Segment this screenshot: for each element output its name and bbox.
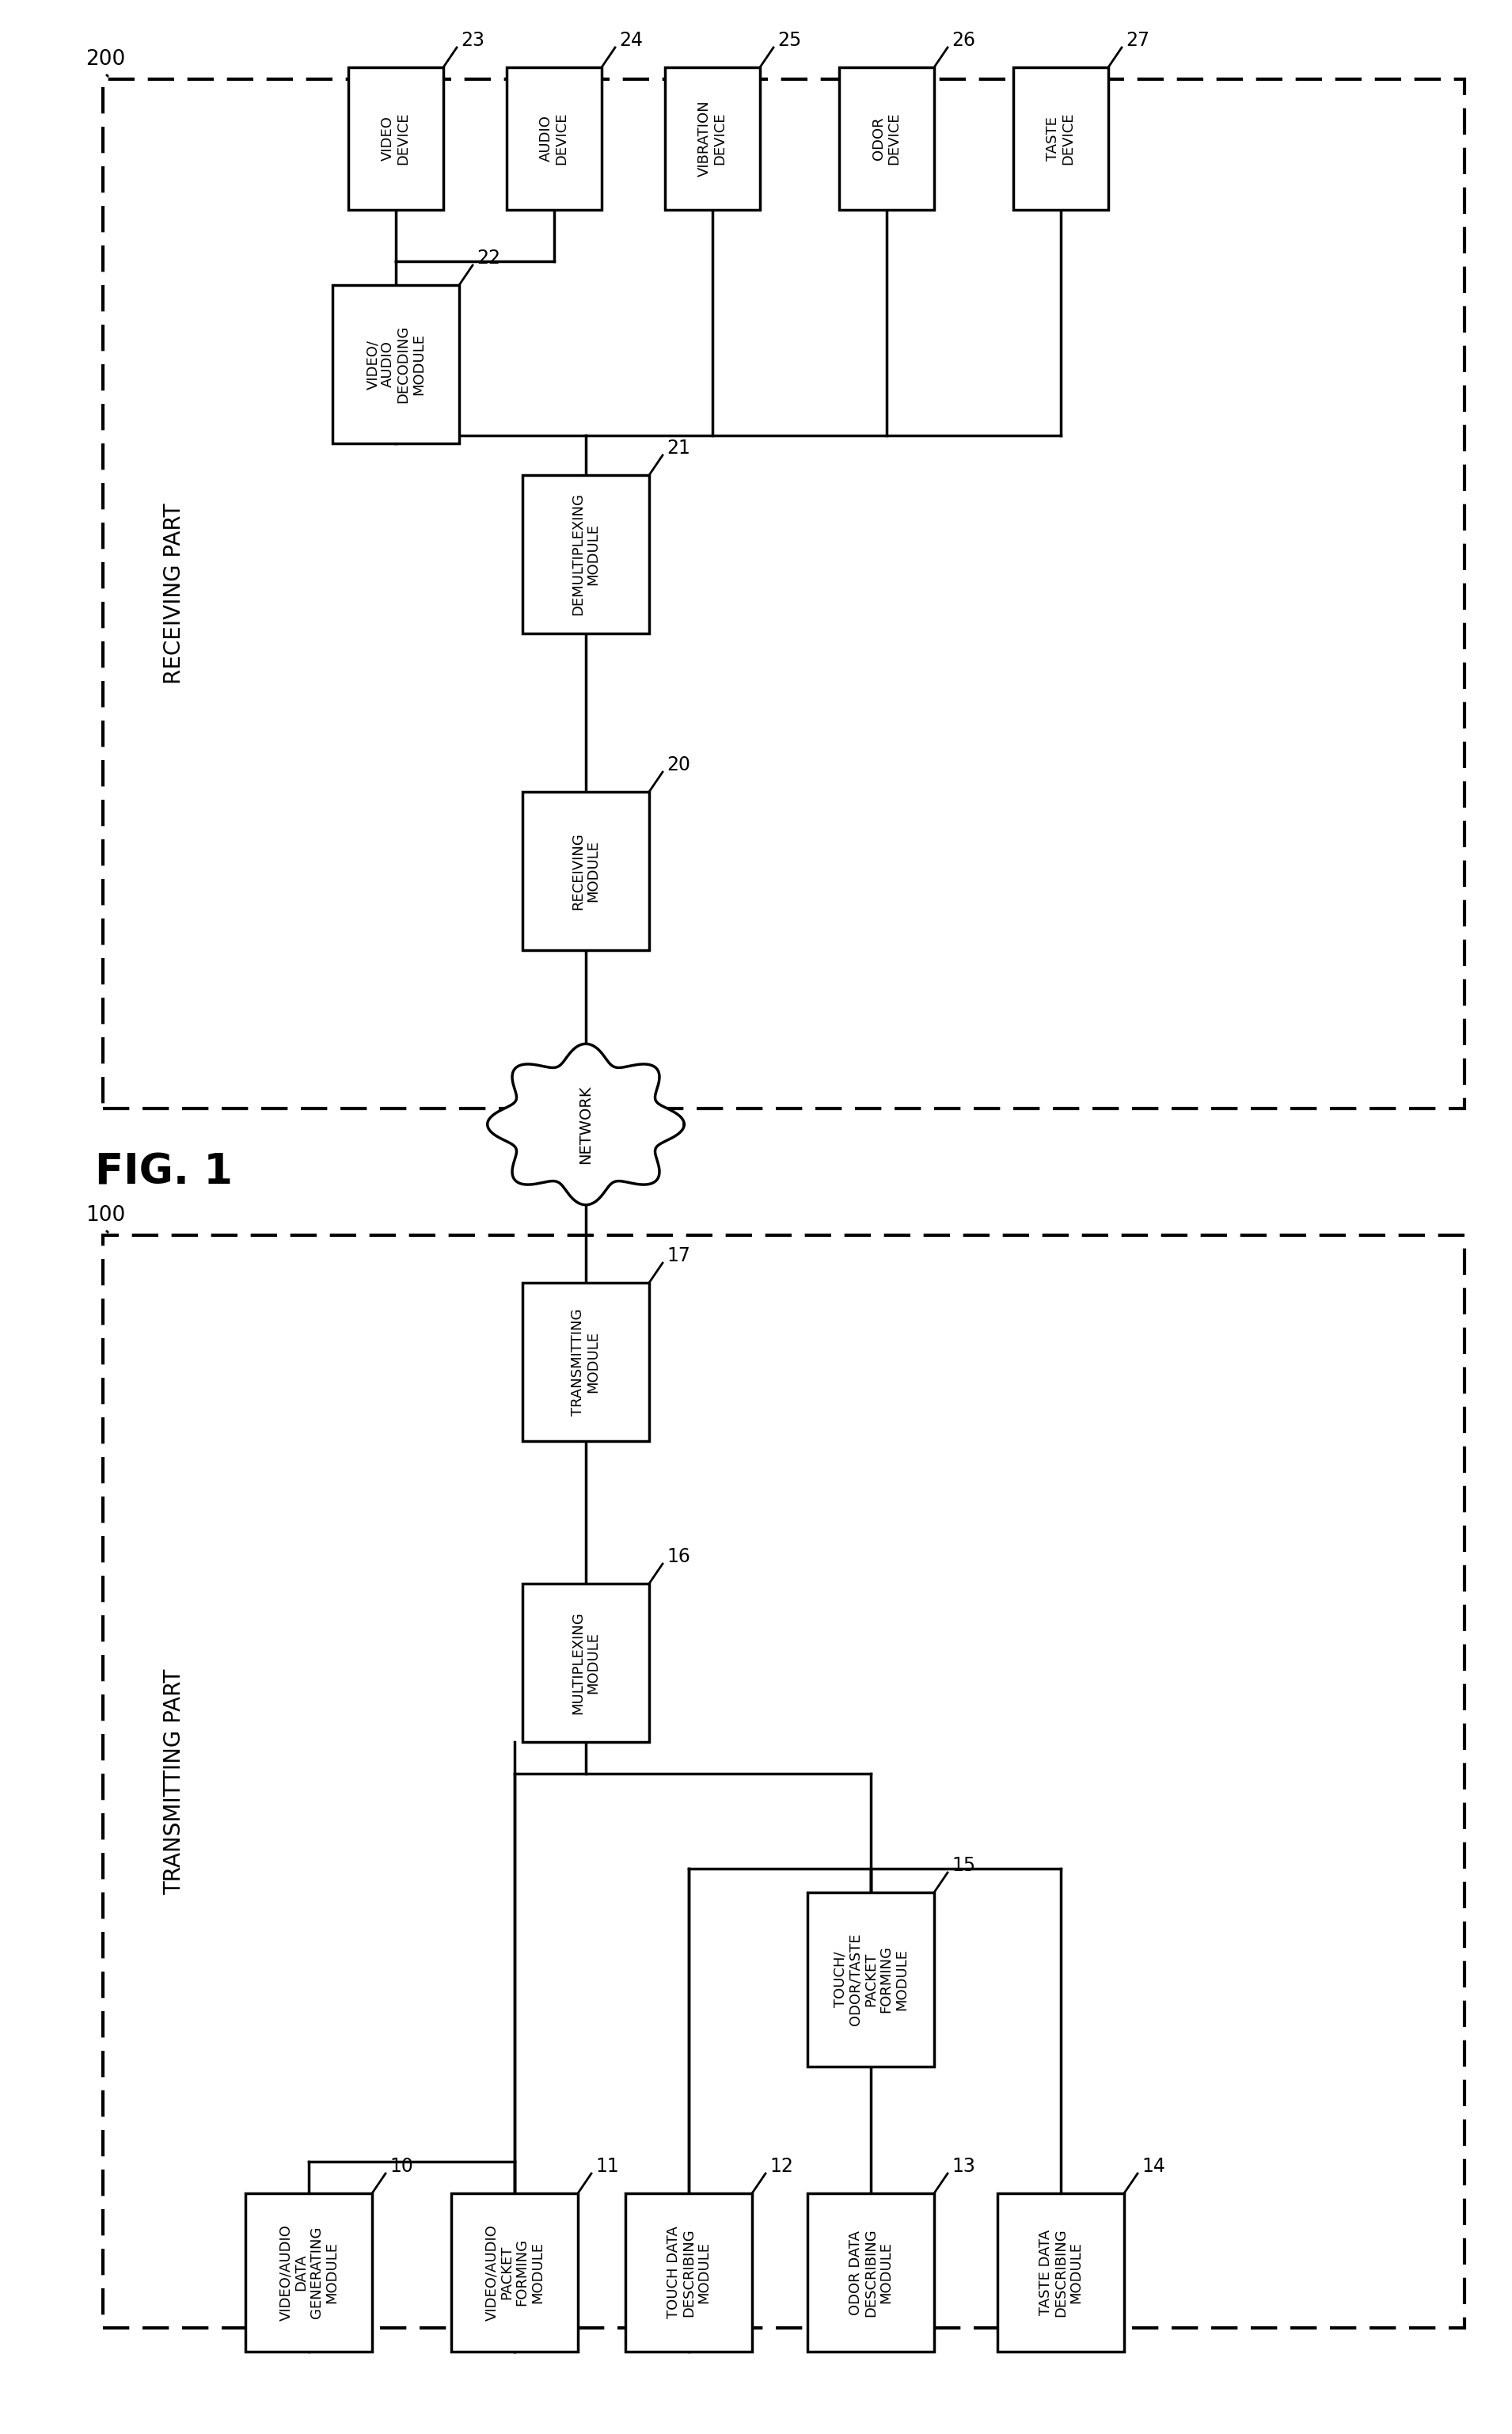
Text: 24: 24 xyxy=(618,32,643,49)
Bar xyxy=(103,1234,1465,2327)
Text: DEMULTIPLEXING
MODULE: DEMULTIPLEXING MODULE xyxy=(572,494,600,616)
Text: 10: 10 xyxy=(390,2157,413,2176)
Bar xyxy=(451,2193,578,2351)
Text: 23: 23 xyxy=(461,32,484,49)
Bar xyxy=(245,2193,372,2351)
Bar xyxy=(998,2193,1123,2351)
Bar xyxy=(333,285,460,443)
Text: TOUCH DATA
DESCRIBING
MODULE: TOUCH DATA DESCRIBING MODULE xyxy=(667,2227,711,2320)
Text: 17: 17 xyxy=(667,1246,689,1266)
Polygon shape xyxy=(487,1044,685,1205)
Bar xyxy=(523,1585,649,1743)
Bar xyxy=(103,80,1465,1107)
Text: 22: 22 xyxy=(476,248,500,268)
Text: MULTIPLEXING
MODULE: MULTIPLEXING MODULE xyxy=(572,1611,600,1714)
Bar xyxy=(523,791,649,949)
Bar xyxy=(807,1891,934,2066)
Bar xyxy=(507,68,602,209)
Text: 12: 12 xyxy=(770,2157,794,2176)
Text: 200: 200 xyxy=(86,49,125,71)
Text: AUDIO
DEVICE: AUDIO DEVICE xyxy=(540,112,569,166)
Text: 21: 21 xyxy=(667,438,689,458)
Bar xyxy=(839,68,934,209)
Text: TRANSMITTING PART: TRANSMITTING PART xyxy=(163,1670,186,1894)
Text: 11: 11 xyxy=(596,2157,618,2176)
Text: 25: 25 xyxy=(777,32,801,49)
Bar xyxy=(348,68,443,209)
Text: 100: 100 xyxy=(86,1205,125,1227)
Text: TRANSMITTING
MODULE: TRANSMITTING MODULE xyxy=(572,1309,600,1417)
Bar xyxy=(523,1283,649,1441)
Text: TASTE
DEVICE: TASTE DEVICE xyxy=(1046,112,1075,166)
Text: 16: 16 xyxy=(667,1548,689,1565)
Bar xyxy=(665,68,761,209)
Text: 26: 26 xyxy=(951,32,975,49)
Text: 27: 27 xyxy=(1126,32,1149,49)
Text: RECEIVING PART: RECEIVING PART xyxy=(163,504,186,684)
Text: 15: 15 xyxy=(951,1857,975,1874)
Text: VIDEO
DEVICE: VIDEO DEVICE xyxy=(381,112,411,166)
Bar xyxy=(1013,68,1108,209)
Text: VIDEO/AUDIO
PACKET
FORMING
MODULE: VIDEO/AUDIO PACKET FORMING MODULE xyxy=(484,2225,544,2320)
Text: 13: 13 xyxy=(951,2157,975,2176)
Bar xyxy=(626,2193,751,2351)
Text: ODOR
DEVICE: ODOR DEVICE xyxy=(872,112,901,166)
Text: FIG. 1: FIG. 1 xyxy=(95,1151,233,1193)
Text: ODOR DATA
DESCRIBING
MODULE: ODOR DATA DESCRIBING MODULE xyxy=(848,2227,894,2317)
Bar xyxy=(807,2193,934,2351)
Text: TASTE DATA
DESCRIBING
MODULE: TASTE DATA DESCRIBING MODULE xyxy=(1039,2227,1083,2317)
Text: RECEIVING
MODULE: RECEIVING MODULE xyxy=(572,832,600,910)
Text: 20: 20 xyxy=(667,755,691,774)
Text: VIDEO/
AUDIO
DECODING
MODULE: VIDEO/ AUDIO DECODING MODULE xyxy=(366,326,426,404)
Text: VIDEO/AUDIO
DATA
GENERATING
MODULE: VIDEO/AUDIO DATA GENERATING MODULE xyxy=(278,2225,339,2320)
Text: VIBRATION
DEVICE: VIBRATION DEVICE xyxy=(697,100,727,178)
Text: NETWORK: NETWORK xyxy=(578,1086,593,1163)
Text: 14: 14 xyxy=(1142,2157,1166,2176)
Text: TOUCH/
ODOR/TASTE
PACKET
FORMING
MODULE: TOUCH/ ODOR/TASTE PACKET FORMING MODULE xyxy=(833,1933,909,2025)
Bar xyxy=(523,475,649,633)
